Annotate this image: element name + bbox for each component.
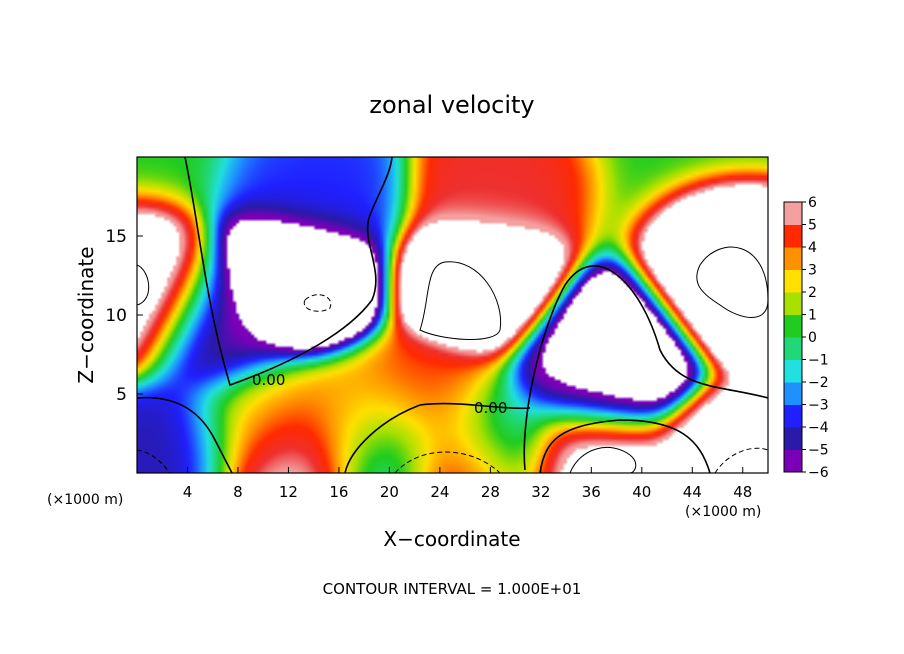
- colorbar-label: −2: [808, 375, 829, 391]
- contour-positive-east-2: [696, 246, 768, 318]
- y-tick-label: 10: [105, 306, 127, 326]
- colorbar-label: −5: [808, 443, 829, 459]
- contour-label-group: 0.00 0.00: [252, 371, 507, 417]
- colorbar: 6 5 4 3 2 1 0 −1 −2 −3 −4 −5 −6: [783, 195, 829, 481]
- x-tick-label: 40: [632, 483, 651, 501]
- contour-negative-dashed-2: [394, 451, 501, 473]
- y-tick-label: 15: [105, 227, 127, 247]
- colorbar-label: 4: [808, 240, 817, 256]
- colorbar-swatch: [784, 427, 802, 450]
- y-axis-label: Z−coordinate: [74, 246, 98, 383]
- x-axis-label: X−coordinate: [383, 527, 520, 551]
- x-tick-label: 36: [582, 483, 601, 501]
- plot-area: 0.00 0.00: [136, 156, 769, 474]
- colorbar-swatch: [784, 359, 802, 383]
- contour-interval-note: CONTOUR INTERVAL = 1.000E+01: [323, 580, 582, 598]
- x-tick-label: 44: [683, 483, 702, 501]
- x-tick-label: 28: [481, 483, 500, 501]
- contour-label-zero-1: 0.00: [252, 371, 285, 389]
- velocity-heatmap: [137, 157, 768, 473]
- contour-positive-east-1: [419, 261, 502, 340]
- colorbar-label: 6: [808, 195, 817, 211]
- colorbar-label: −4: [808, 420, 829, 436]
- x-unit-left: (×1000 m): [47, 492, 123, 508]
- colorbar-swatch: [784, 292, 802, 315]
- colorbar-label: 2: [808, 285, 817, 301]
- x-tick-label: 8: [233, 483, 243, 501]
- y-axis-ticks: 5 10 15: [105, 227, 143, 405]
- contour-zero-line-east: [523, 265, 768, 471]
- x-axis-ticks: 4 8 12 16 20 24 28 32 36 40 44 48: [183, 467, 752, 501]
- y-tick-label: 5: [116, 385, 127, 405]
- colorbar-swatch: [784, 404, 802, 428]
- x-tick-label: 24: [430, 483, 449, 501]
- contour-lines: [137, 157, 768, 473]
- x-unit-right: (×1000 m): [685, 504, 761, 520]
- chart-title: zonal velocity: [369, 91, 534, 119]
- contour-negative-dashed-1: [303, 294, 332, 312]
- x-tick-label: 12: [279, 483, 298, 501]
- colorbar-swatch: [784, 269, 802, 293]
- colorbar-label: −6: [808, 465, 829, 481]
- contour-label-zero-2: 0.00: [474, 399, 507, 417]
- colorbar-label: 3: [808, 263, 817, 279]
- colorbar-label: −1: [808, 353, 829, 369]
- colorbar-label: 1: [808, 308, 817, 324]
- x-tick-label: 4: [183, 483, 193, 501]
- contour-zero-line-lower: [137, 396, 711, 473]
- colorbar-label: −3: [808, 398, 829, 414]
- colorbar-swatch: [784, 224, 802, 248]
- x-tick-label: 48: [733, 483, 752, 501]
- colorbar-swatch: [784, 314, 802, 338]
- colorbar-swatch: [784, 382, 802, 405]
- x-tick-label: 32: [531, 483, 550, 501]
- colorbar-swatch: [784, 337, 802, 360]
- contour-positive-south: [569, 447, 637, 473]
- colorbar-swatch: [784, 247, 802, 270]
- colorbar-label: 0: [808, 330, 817, 346]
- colorbar-label: 5: [808, 218, 817, 234]
- contour-zero-line-upper: [184, 157, 393, 387]
- contour-positive-west: [137, 264, 150, 306]
- colorbar-swatch: [784, 202, 802, 225]
- x-tick-label: 16: [329, 483, 348, 501]
- x-tick-label: 20: [380, 483, 399, 501]
- colorbar-swatch: [784, 449, 802, 473]
- contour-negative-dashed-3: [714, 447, 768, 473]
- contour-negative-dashed-4: [137, 449, 171, 473]
